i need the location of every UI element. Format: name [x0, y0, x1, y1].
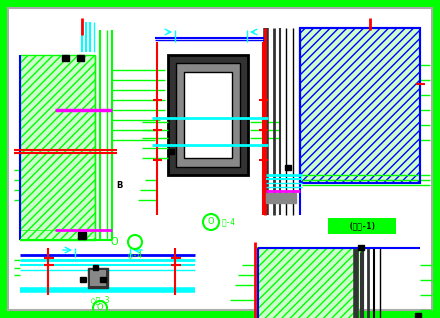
Bar [90, 270, 106, 286]
Bar [168, 149, 174, 154]
Bar [77, 55, 84, 61]
Text: 詳-4: 詳-4 [222, 218, 236, 226]
Bar [266, 193, 296, 203]
Bar [300, 28, 420, 183]
Text: (詳圖-1): (詳圖-1) [348, 222, 376, 231]
Bar [328, 218, 396, 234]
Bar [258, 248, 358, 318]
Bar [20, 55, 95, 240]
Bar [62, 55, 69, 61]
Bar [80, 277, 86, 282]
Text: O: O [208, 218, 214, 226]
Bar [168, 55, 248, 175]
Bar [78, 232, 86, 239]
Bar [20, 230, 95, 240]
Bar [176, 63, 240, 167]
Bar [300, 28, 420, 183]
Text: O: O [97, 303, 103, 313]
Bar [358, 245, 364, 250]
Bar [184, 72, 232, 158]
Bar [93, 265, 98, 270]
Bar [415, 313, 421, 318]
Bar [285, 165, 291, 170]
Bar [100, 277, 106, 282]
Text: ○詳-3: ○詳-3 [91, 295, 109, 305]
Bar [88, 268, 108, 288]
Text: O: O [110, 237, 118, 247]
Text: ○-4: ○-4 [128, 251, 142, 259]
Text: B: B [116, 181, 122, 190]
